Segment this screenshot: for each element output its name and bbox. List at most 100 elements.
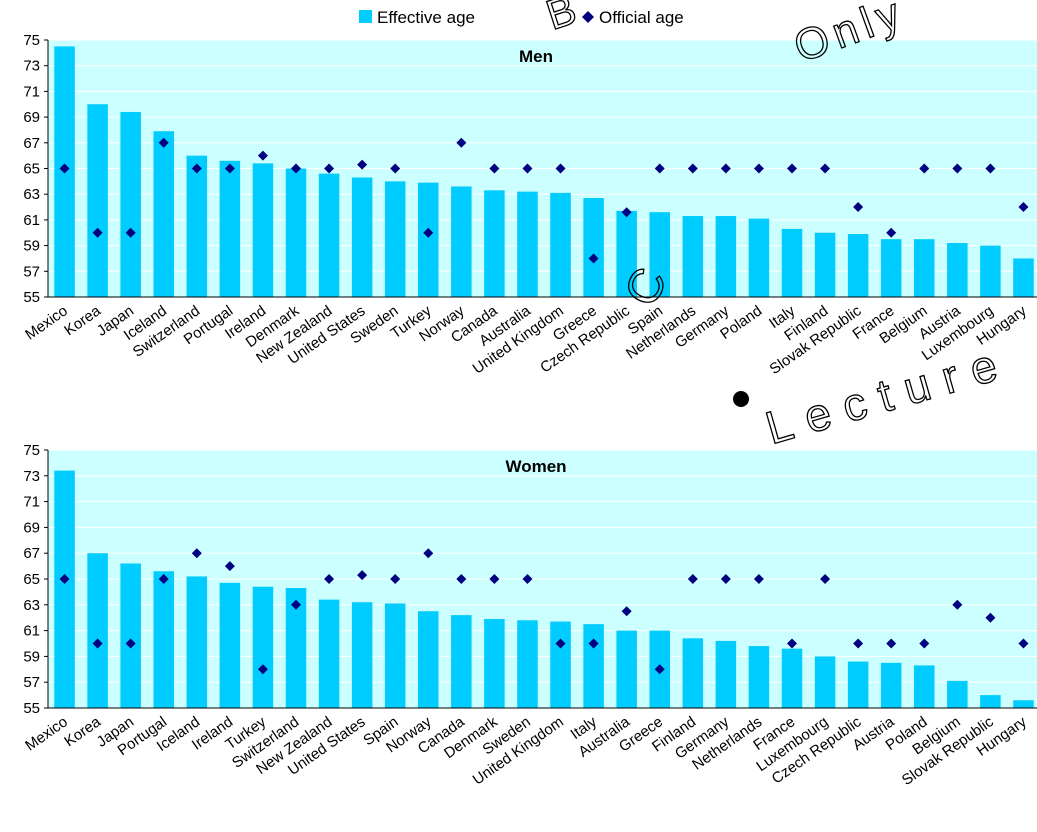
bar-effective-age xyxy=(318,173,340,297)
y-tick-label: 67 xyxy=(23,545,40,562)
y-ticks-women: 55 57 59 61 63 65 67 69 71 73 75 xyxy=(23,442,48,717)
marker-official-age xyxy=(522,574,533,584)
marker-official-age xyxy=(423,227,434,238)
bar-effective-age xyxy=(484,618,505,708)
marker-official-age xyxy=(423,548,434,559)
legend-label-official: Official age xyxy=(599,8,684,27)
marker-official-age xyxy=(886,638,897,649)
marker-official-age xyxy=(919,638,930,649)
marker-official-age xyxy=(720,574,731,584)
bar-effective-age xyxy=(814,656,836,708)
bar-effective-age xyxy=(384,603,406,708)
bar-effective-age xyxy=(880,662,902,708)
bar-effective-age xyxy=(880,239,902,297)
marker-official-age xyxy=(324,163,335,174)
marker-official-age xyxy=(257,664,268,675)
bar-effective-age xyxy=(682,216,704,297)
marker-official-age xyxy=(820,574,831,584)
marker-official-age xyxy=(158,137,169,148)
marker-official-age xyxy=(952,599,963,610)
gridlines-women xyxy=(48,449,1037,683)
bar-effective-age xyxy=(616,210,637,297)
marker-official-age xyxy=(588,253,599,264)
bar-effective-age xyxy=(715,216,737,297)
bar-effective-age xyxy=(384,181,406,297)
bar-effective-age xyxy=(781,648,803,708)
bar-effective-age xyxy=(550,192,571,297)
y-tick-label: 75 xyxy=(23,442,40,459)
bar-effective-age xyxy=(649,212,670,297)
marker-official-age xyxy=(291,163,301,174)
bar-effective-age xyxy=(748,646,770,708)
marker-official-age xyxy=(985,612,996,623)
bar-effective-age xyxy=(781,228,803,297)
panel-title-women: Women xyxy=(505,457,566,476)
legend: Effective age Official age xyxy=(359,8,684,27)
legend-swatch-effective xyxy=(359,10,372,23)
marker-official-age xyxy=(59,163,70,174)
bar-effective-age xyxy=(351,602,373,708)
bar-effective-age xyxy=(947,680,968,708)
bar-effective-age xyxy=(980,695,1001,708)
bar-effective-age xyxy=(186,155,208,297)
marker-official-age xyxy=(489,163,500,174)
y-tick-label: 65 xyxy=(23,161,40,178)
marker-official-age xyxy=(158,574,169,584)
bar-effective-age xyxy=(847,661,869,708)
marker-official-age xyxy=(853,638,864,649)
legend-marker-official xyxy=(582,11,594,23)
y-tick-label: 75 xyxy=(23,32,40,49)
y-tick-label: 71 xyxy=(23,494,40,511)
marker-official-age xyxy=(555,163,566,174)
bar-effective-age xyxy=(252,163,274,297)
marker-official-age xyxy=(390,163,401,174)
bar-effective-age xyxy=(87,104,108,297)
bar-effective-age xyxy=(980,245,1001,297)
marker-official-age xyxy=(753,163,764,174)
marker-official-age xyxy=(125,227,136,238)
bar-effective-age xyxy=(914,665,935,708)
marker-official-age xyxy=(588,638,599,649)
marker-official-age xyxy=(654,664,665,675)
bar-effective-age xyxy=(285,588,307,708)
y-tick-label: 73 xyxy=(23,468,40,485)
bar-effective-age xyxy=(351,177,373,297)
marker-official-age xyxy=(1018,202,1029,213)
bar-effective-age xyxy=(252,586,274,708)
marker-official-age xyxy=(886,227,897,238)
marker-official-age xyxy=(357,159,368,170)
bar-effective-age xyxy=(219,582,241,708)
y-tick-label: 57 xyxy=(23,263,40,280)
y-tick-label: 69 xyxy=(23,519,40,536)
bar-effective-age xyxy=(715,640,737,708)
marker-official-age xyxy=(291,599,301,610)
bar-effective-age xyxy=(616,630,637,708)
marker-official-age xyxy=(456,574,467,584)
bar-effective-age xyxy=(120,563,141,708)
y-ticks-men: 55 57 59 61 63 65 67 69 71 73 75 xyxy=(23,32,48,306)
watermark-letter-b: B xyxy=(541,0,582,39)
x-tick-label: Korea xyxy=(61,713,104,750)
bar-effective-age xyxy=(517,191,538,297)
marker-official-age xyxy=(125,638,136,649)
y-tick-label: 63 xyxy=(23,597,40,614)
bar-effective-age xyxy=(1013,258,1034,297)
y-tick-label: 55 xyxy=(23,289,40,306)
x-ticks-men: MexicoKoreaJapanIcelandSwitzerlandPortug… xyxy=(22,302,1030,378)
bar-effective-age xyxy=(484,190,505,297)
y-tick-label: 59 xyxy=(23,238,40,255)
marker-official-age xyxy=(919,163,930,174)
panel-title-men: Men xyxy=(519,47,553,66)
marker-official-age xyxy=(92,227,103,238)
y-tick-label: 59 xyxy=(23,648,40,665)
bar-effective-age xyxy=(120,111,141,298)
marker-official-age xyxy=(456,137,467,148)
marker-official-age xyxy=(952,163,963,174)
bar-effective-age xyxy=(914,239,935,297)
bar-effective-age xyxy=(947,243,968,297)
bar-effective-age xyxy=(583,624,604,708)
y-tick-label: 63 xyxy=(23,186,40,203)
marker-official-age xyxy=(1018,638,1029,649)
y-tick-label: 71 xyxy=(23,83,40,100)
